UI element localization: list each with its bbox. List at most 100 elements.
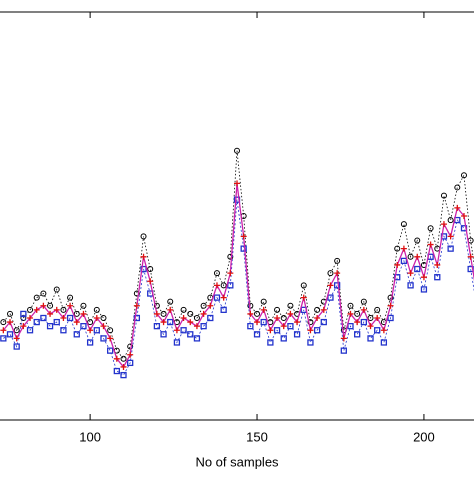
point: [40, 290, 47, 297]
point: [374, 327, 381, 334]
point: [300, 294, 307, 301]
point: [93, 315, 100, 321]
point: [47, 302, 54, 309]
point: [140, 233, 147, 240]
point: [327, 270, 334, 277]
point: [414, 265, 421, 273]
point: [374, 315, 381, 321]
point: [33, 318, 40, 326]
point: [240, 233, 247, 240]
point: [66, 314, 74, 322]
point: [213, 282, 220, 289]
point: [460, 172, 467, 179]
point: [274, 306, 281, 313]
point: [307, 339, 314, 346]
point: [7, 319, 14, 326]
point: [287, 310, 294, 317]
point: [347, 310, 354, 317]
point: [13, 343, 20, 350]
point: [300, 282, 307, 289]
point: [73, 310, 80, 317]
point: [140, 253, 147, 260]
point: [274, 315, 281, 321]
point: [227, 270, 234, 277]
point: [167, 318, 174, 326]
point: [100, 315, 107, 321]
point: [153, 302, 160, 309]
point: [120, 355, 127, 362]
point: [33, 306, 40, 313]
point: [100, 323, 107, 330]
point: [87, 319, 94, 326]
point: [440, 221, 447, 228]
point: [220, 294, 227, 301]
point: [354, 331, 361, 338]
point: [414, 237, 421, 244]
point: [254, 319, 261, 326]
point: [213, 294, 221, 301]
point: [367, 335, 374, 342]
point: [374, 306, 381, 313]
point: [0, 327, 7, 334]
point: [200, 302, 207, 309]
point: [340, 347, 347, 354]
point: [340, 335, 347, 342]
point: [320, 306, 327, 313]
point: [427, 225, 434, 232]
point: [273, 327, 281, 334]
series-line: [2, 183, 474, 369]
point: [180, 315, 187, 321]
point: [53, 318, 60, 326]
point: [354, 310, 361, 317]
point: [287, 302, 294, 309]
point: [113, 355, 120, 362]
point: [0, 335, 7, 342]
point: [147, 278, 154, 285]
point: [293, 331, 301, 338]
point: [60, 306, 67, 313]
point: [67, 294, 74, 301]
point: [267, 339, 274, 346]
point: [33, 294, 40, 301]
point: [427, 241, 434, 248]
point: [40, 314, 47, 322]
point: [27, 315, 34, 321]
point: [260, 298, 267, 305]
point: [26, 327, 34, 334]
x-tick-label: 100: [79, 429, 101, 444]
point: [420, 274, 427, 281]
point: [7, 310, 14, 317]
point: [93, 327, 100, 334]
point: [287, 323, 294, 330]
point: [460, 213, 467, 219]
point: [347, 323, 354, 330]
point: [234, 147, 240, 154]
point: [13, 327, 20, 334]
point: [53, 286, 60, 293]
point: [133, 302, 140, 309]
point: [247, 323, 254, 330]
point: [254, 310, 261, 317]
point: [220, 306, 227, 313]
x-tick-label: 200: [413, 429, 435, 444]
point: [447, 233, 454, 240]
point: [53, 306, 60, 313]
point: [193, 335, 201, 342]
point: [394, 245, 401, 252]
point: [294, 319, 301, 326]
point: [80, 302, 87, 309]
point: [107, 327, 114, 334]
point: [93, 306, 100, 313]
point: [400, 221, 407, 228]
point: [380, 327, 387, 334]
point: [113, 367, 120, 375]
point: [260, 306, 267, 313]
point: [253, 331, 261, 338]
point: [407, 253, 414, 260]
point: [334, 270, 341, 277]
point: [347, 302, 354, 309]
point: [160, 310, 167, 317]
point: [407, 270, 414, 277]
point: [133, 314, 141, 322]
point: [387, 294, 394, 301]
